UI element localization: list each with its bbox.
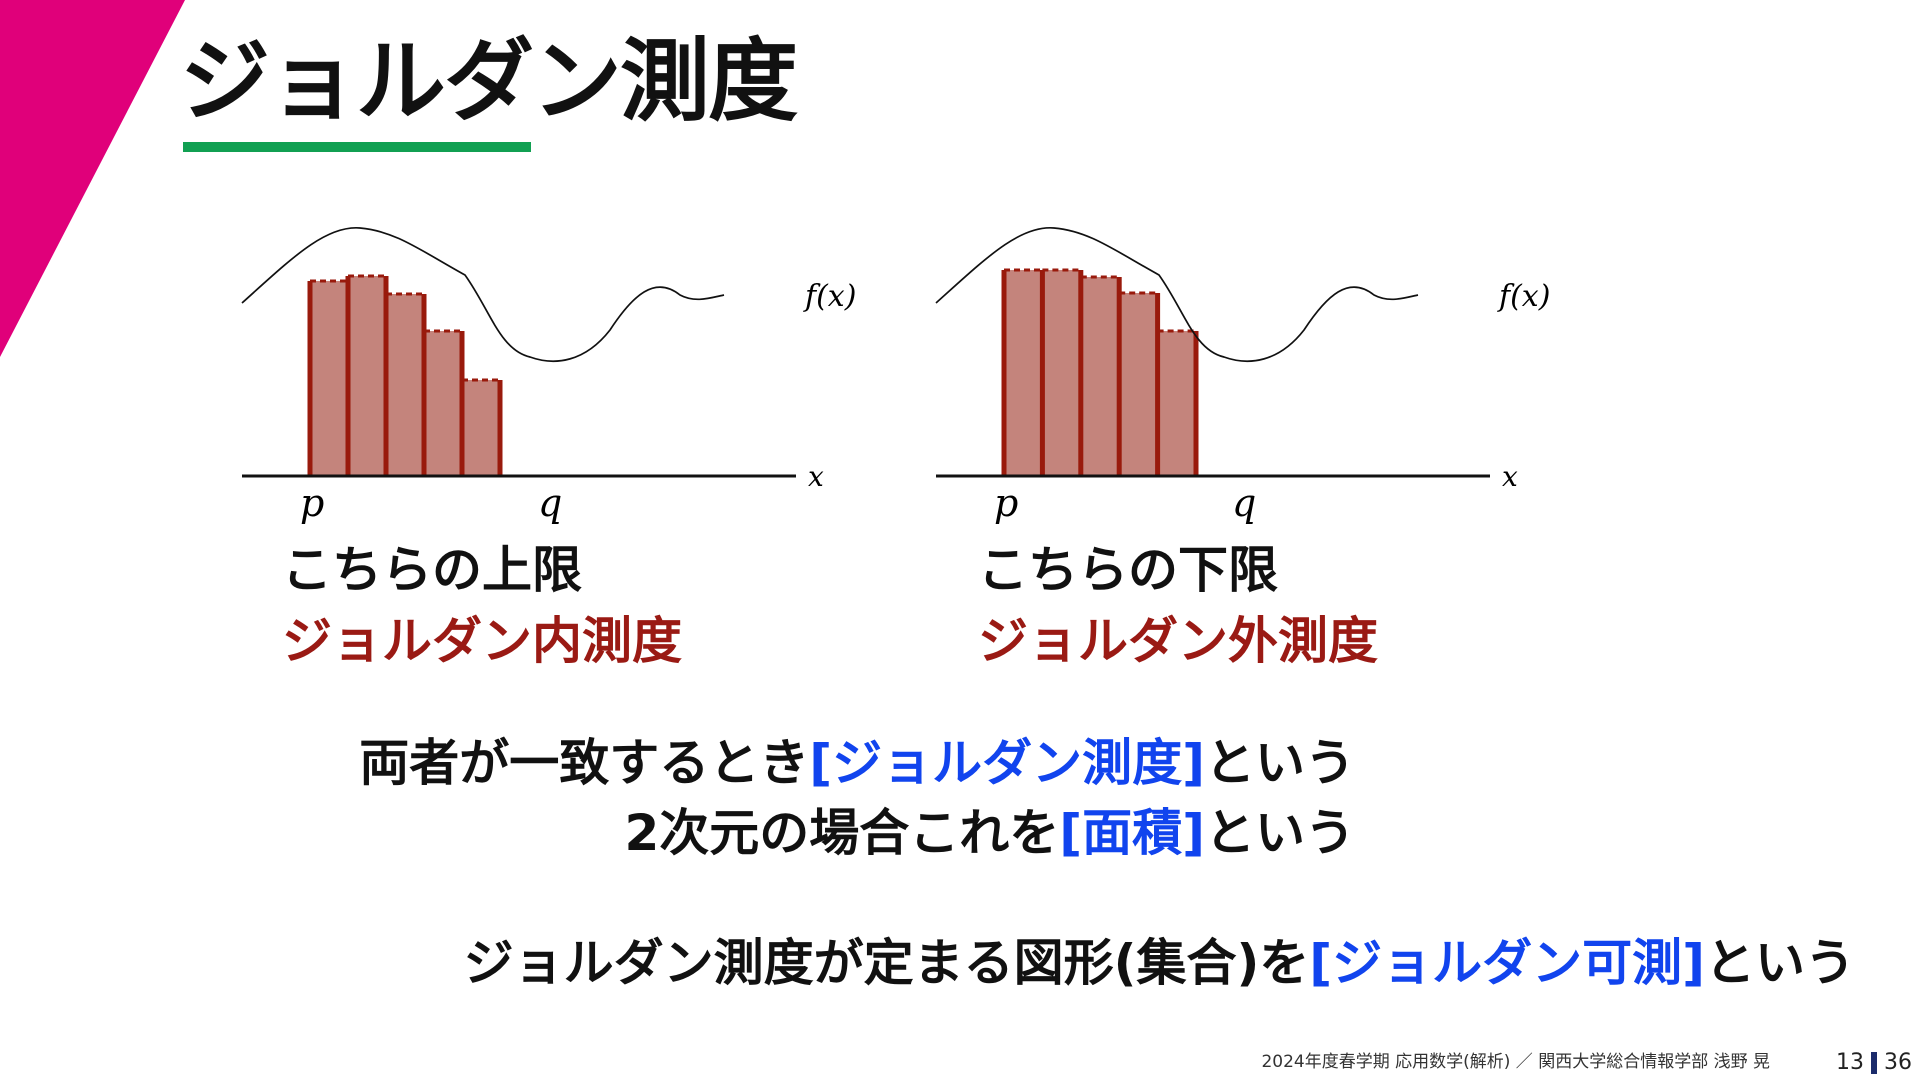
approx-rectangle-2: [1042, 270, 1081, 476]
q-label: q: [1232, 481, 1256, 525]
term-jordan-measure: [ジョルダン測度]: [809, 734, 1205, 792]
function-label: f(x): [803, 279, 856, 314]
page-indicator: 13 36: [1836, 1050, 1912, 1075]
accent-corner-triangle: [0, 0, 185, 357]
statement-suffix: という: [1205, 734, 1355, 792]
left-caption-line1: こちらの上限: [282, 541, 582, 599]
approx-rectangle-5: [462, 380, 500, 476]
inner-measure-figure: f(x) x p q: [220, 200, 860, 530]
rectangles: [1001, 268, 1199, 476]
outer-measure-figure: f(x) x p q: [914, 200, 1554, 530]
inner-measure-label: ジョルダン内測度: [282, 612, 682, 670]
approx-rectangle-1: [1004, 270, 1043, 476]
footer-text: 2024年度春学期 応用数学(解析) ／ 関西大学総合情報学部 浅野 晃: [1261, 1052, 1770, 1072]
function-curve: [935, 227, 1419, 363]
approx-rectangle-2: [348, 276, 386, 476]
page-divider: [1871, 1051, 1877, 1074]
x-axis-label: x: [1502, 460, 1518, 493]
rectangles: [307, 274, 503, 476]
approx-rectangle-5: [1157, 331, 1196, 476]
statement-suffix: という: [1705, 934, 1855, 992]
statement-suffix: という: [1205, 804, 1355, 862]
p-label: p: [300, 481, 324, 525]
right-caption-line1: こちらの下限: [978, 541, 1278, 599]
slide-title: ジョルダン測度: [180, 29, 798, 134]
term-jordan-measurable: [ジョルダン可測]: [1309, 934, 1705, 992]
approx-rectangle-4: [1119, 293, 1158, 476]
page-total: 36: [1884, 1050, 1912, 1075]
term-area: [面積]: [1059, 804, 1205, 862]
statement-area: 2次元の場合これを[面積]という: [625, 803, 1356, 863]
approx-rectangle-4: [424, 331, 462, 476]
function-curve: [241, 227, 725, 363]
approx-rectangle-3: [386, 294, 424, 476]
approx-rectangle-3: [1080, 277, 1120, 476]
outer-measure-label: ジョルダン外測度: [978, 612, 1378, 670]
p-label: p: [994, 481, 1018, 525]
approx-rectangle-1: [310, 281, 348, 476]
statement-jordan-measure: 両者が一致するとき[ジョルダン測度]という: [359, 733, 1355, 793]
q-label: q: [538, 481, 562, 525]
function-label: f(x): [1497, 279, 1550, 314]
statement-jordan-measurable: ジョルダン測度が定まる図形(集合)を[ジョルダン可測]という: [464, 933, 1855, 993]
statement-text: ジョルダン測度が定まる図形(集合)を: [463, 934, 1310, 992]
page-number: 13: [1836, 1050, 1864, 1075]
statement-text: 2次元の場合これを: [624, 804, 1060, 862]
x-axis-label: x: [808, 460, 824, 493]
statement-text: 両者が一致するとき: [359, 734, 810, 792]
title-underline: [183, 142, 531, 152]
